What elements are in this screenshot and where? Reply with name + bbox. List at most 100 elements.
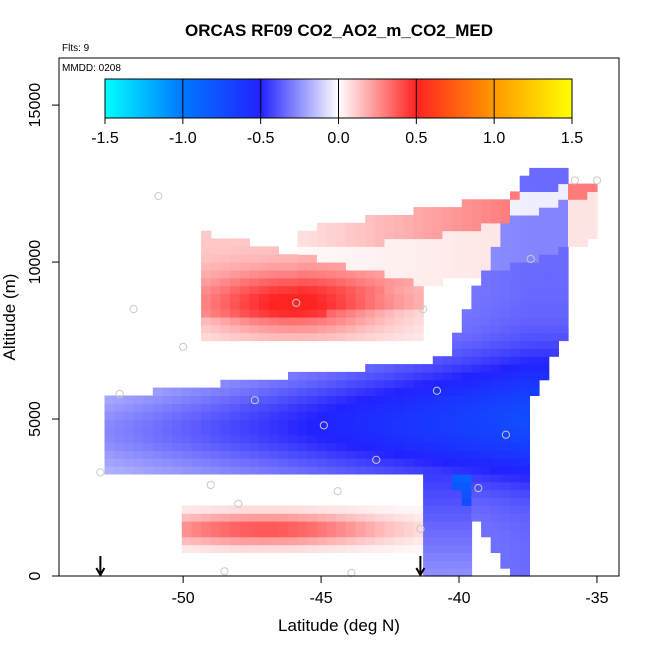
heatmap-cell (539, 167, 550, 177)
heatmap-cell (519, 309, 530, 318)
heatmap-cell (452, 269, 463, 279)
heatmap-cell (230, 544, 241, 553)
heatmap-cell (288, 293, 299, 302)
heatmap-cell (143, 450, 154, 459)
heatmap-cell (297, 387, 308, 396)
heatmap-cell (481, 222, 492, 232)
heatmap-cell (316, 379, 328, 389)
heatmap-cell (394, 458, 405, 467)
heatmap-cell (278, 309, 289, 318)
heatmap-cell (230, 269, 241, 279)
heatmap-cell (490, 395, 501, 404)
heatmap-cell (423, 269, 434, 279)
heatmap-cell (268, 442, 279, 451)
heatmap-cell (230, 254, 241, 263)
heatmap-cell (471, 419, 482, 428)
heatmap-cell (432, 411, 444, 420)
heatmap-cell (471, 238, 482, 247)
heatmap-cell (481, 348, 492, 357)
heatmap-cell (490, 442, 501, 451)
y-axis-label: Altitude (m) (0, 274, 19, 361)
heatmap-cell (519, 536, 530, 546)
heatmap-cell (288, 269, 299, 279)
heatmap-cell (336, 544, 347, 553)
heatmap-cell (442, 544, 453, 553)
heatmap-cell (432, 481, 444, 491)
heatmap-cell (297, 379, 308, 389)
heatmap-cell (230, 262, 241, 271)
heatmap-cell (365, 505, 376, 514)
chart-title: ORCAS RF09 CO2_AO2_m_CO2_MED (185, 21, 493, 40)
heatmap-cell (259, 254, 270, 263)
heatmap-cell (239, 544, 250, 553)
heatmap-cell (432, 528, 444, 538)
heatmap-cell (268, 277, 279, 287)
heatmap-cell (210, 450, 221, 459)
heatmap-cell (529, 230, 540, 240)
heatmap-cell (191, 466, 202, 475)
heatmap-cell (529, 364, 540, 373)
heatmap-cell (539, 222, 550, 232)
heatmap-cell (307, 403, 318, 412)
heatmap-cell (413, 371, 424, 381)
heatmap-cell (471, 317, 482, 326)
heatmap-cell (365, 324, 376, 334)
heatmap-cell (297, 536, 308, 546)
heatmap-cell (336, 254, 347, 263)
heatmap-cell (403, 301, 415, 310)
heatmap-cell (510, 215, 521, 224)
heatmap-cell (481, 340, 492, 349)
heatmap-cell (345, 269, 357, 279)
heatmap-cell (191, 536, 202, 546)
heatmap-cell (471, 426, 482, 436)
heatmap-cell (297, 269, 308, 279)
heatmap-cell (403, 254, 415, 263)
heatmap-cell (548, 167, 559, 177)
heatmap-cell (500, 481, 511, 491)
heatmap-cell (510, 403, 521, 412)
heatmap-cell (539, 230, 550, 240)
heatmap-cell (278, 419, 289, 428)
heatmap-cell (326, 332, 337, 342)
heatmap-cell (461, 568, 473, 577)
heatmap-cell (539, 293, 550, 302)
heatmap-cell (394, 285, 405, 294)
heatmap-cell (114, 450, 125, 459)
heatmap-cell (403, 293, 415, 302)
heatmap-cell (510, 521, 521, 530)
heatmap-cell (481, 262, 492, 271)
heatmap-cell (452, 521, 463, 530)
heatmap-cell (394, 513, 405, 522)
heatmap-cell (345, 442, 357, 451)
heatmap-cell (510, 552, 521, 561)
heatmap-cell (452, 387, 463, 396)
heatmap-cell (104, 426, 115, 436)
heatmap-cell (288, 544, 299, 553)
heatmap-cell (259, 309, 270, 318)
heatmap-cell (210, 528, 221, 538)
heatmap-cell (239, 536, 250, 546)
heatmap-cell (539, 348, 550, 357)
heatmap-cell (548, 191, 559, 200)
heatmap-cell (519, 199, 530, 208)
heatmap-cell (403, 521, 415, 530)
heatmap-cell (365, 317, 376, 326)
heatmap-cell (259, 395, 270, 404)
heatmap-cell (548, 285, 559, 294)
heatmap-cell (394, 442, 405, 451)
heatmap-cell (181, 411, 193, 420)
heatmap-cell (394, 301, 405, 310)
heatmap-cell (548, 183, 559, 192)
heatmap-cell (191, 450, 202, 459)
heatmap-cell (510, 246, 521, 255)
heatmap-cell (471, 489, 482, 499)
heatmap-cell (181, 419, 193, 428)
heatmap-cell (403, 426, 415, 436)
heatmap-cell (442, 379, 453, 389)
heatmap-cell (162, 458, 173, 467)
x-tick-label: -50 (172, 590, 195, 607)
heatmap-cell (481, 215, 492, 224)
heatmap-cell (471, 348, 482, 357)
heatmap-cell (220, 411, 231, 420)
heatmap-cell (374, 277, 386, 287)
